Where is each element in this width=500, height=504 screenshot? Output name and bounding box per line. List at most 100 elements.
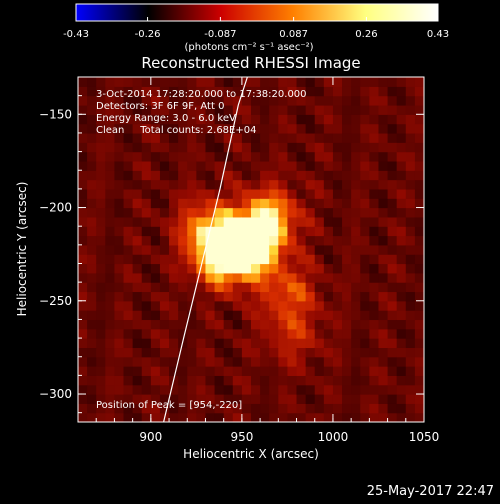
heatmap-cell [159, 394, 170, 404]
heatmap-cell [141, 291, 152, 302]
heatmap-cell [150, 338, 161, 349]
heatmap-cell [278, 160, 289, 171]
heatmap-cell [251, 179, 261, 190]
heatmap-cell [369, 375, 380, 386]
heatmap-cell [323, 244, 334, 255]
heatmap-cell [323, 86, 334, 97]
heatmap-cell [414, 104, 424, 115]
heatmap-cell [251, 114, 261, 125]
heatmap-cell [314, 319, 325, 330]
heatmap-cell [150, 160, 161, 171]
heatmap-cell [360, 235, 370, 246]
heatmap-cell [205, 282, 216, 293]
heatmap-cell [96, 291, 106, 302]
heatmap-cell [296, 282, 307, 293]
heatmap-cell [278, 114, 289, 125]
heatmap-cell [351, 179, 361, 190]
heatmap-cell [232, 403, 243, 414]
heatmap-cell [114, 170, 125, 181]
heatmap-cell [223, 104, 234, 115]
heatmap-cell [187, 347, 197, 358]
heatmap-cell [369, 356, 380, 367]
heatmap-cell [196, 384, 207, 395]
heatmap-cell [314, 310, 325, 321]
colorbar-tick-label: -0.43 [63, 29, 89, 40]
heatmap-cell [159, 95, 170, 106]
heatmap-cell [132, 216, 143, 227]
heatmap-cell [141, 412, 152, 422]
heatmap-cell [241, 403, 252, 414]
heatmap-cell [269, 216, 279, 227]
heatmap-cell [214, 198, 225, 209]
heatmap-cell [169, 412, 179, 422]
heatmap-cell [114, 338, 125, 349]
heatmap-cell [378, 384, 389, 395]
heatmap-cell [105, 207, 116, 218]
heatmap-cell [78, 216, 88, 227]
heatmap-cell [241, 198, 252, 209]
heatmap-cell [232, 254, 243, 265]
heatmap-cell [369, 142, 380, 153]
heatmap-cell [232, 123, 243, 134]
heatmap-cell [132, 77, 143, 87]
heatmap-cell [287, 226, 298, 237]
heatmap-cell [223, 384, 234, 395]
heatmap-cell [342, 375, 352, 386]
heatmap-cell [278, 207, 289, 218]
heatmap-cell [323, 254, 334, 265]
heatmap-cell [178, 282, 188, 293]
heatmap-cell [287, 263, 298, 274]
heatmap-cell [405, 226, 416, 237]
heatmap-cell [342, 170, 352, 181]
heatmap-cell [369, 123, 380, 134]
heatmap-cell [305, 104, 316, 115]
heatmap-cell [141, 394, 152, 404]
heatmap-cell [205, 151, 216, 162]
heatmap-cell [232, 272, 243, 283]
heatmap-cell [360, 356, 370, 367]
heatmap-cell [141, 123, 152, 134]
heatmap-cell [360, 254, 370, 265]
heatmap-cell [332, 366, 343, 376]
heatmap-cell [96, 114, 106, 125]
heatmap-cell [342, 282, 352, 293]
heatmap-cell [132, 394, 143, 404]
heatmap-cell [278, 188, 289, 199]
heatmap-cell [150, 123, 161, 134]
heatmap-cell [323, 170, 334, 181]
heatmap-cell [360, 188, 370, 199]
heatmap-cell [87, 170, 97, 181]
heatmap-cell [187, 254, 197, 265]
heatmap-cell [332, 403, 343, 414]
heatmap-cell [287, 142, 298, 153]
heatmap-cell [314, 207, 325, 218]
heatmap-cell [387, 207, 398, 218]
heatmap-cell [205, 319, 216, 330]
heatmap-cell [187, 291, 197, 302]
heatmap-cell [342, 179, 352, 190]
heatmap-cell [78, 235, 88, 246]
heatmap-cell [178, 328, 188, 339]
heatmap-cell [241, 114, 252, 125]
heatmap-cell [378, 366, 389, 376]
heatmap-cell [178, 412, 188, 422]
heatmap-cell [296, 375, 307, 386]
heatmap-cell [123, 338, 134, 349]
heatmap-cell [405, 328, 416, 339]
heatmap-cell [87, 188, 97, 199]
heatmap-cell [287, 272, 298, 283]
heatmap-cell [132, 95, 143, 106]
heatmap-cell [323, 132, 334, 143]
heatmap-cell [178, 226, 188, 237]
heatmap-cell [141, 151, 152, 162]
heatmap-cell [351, 394, 361, 404]
annotation-line: Detectors: 3F 6F 9F, Att 0 [96, 101, 224, 112]
heatmap-cell [305, 366, 316, 376]
heatmap-cell [196, 132, 207, 143]
heatmap-cell [241, 179, 252, 190]
heatmap-cell [314, 198, 325, 209]
heatmap-cell [223, 77, 234, 87]
heatmap-cell [187, 207, 197, 218]
heatmap-cell [269, 151, 279, 162]
heatmap-cell [187, 328, 197, 339]
